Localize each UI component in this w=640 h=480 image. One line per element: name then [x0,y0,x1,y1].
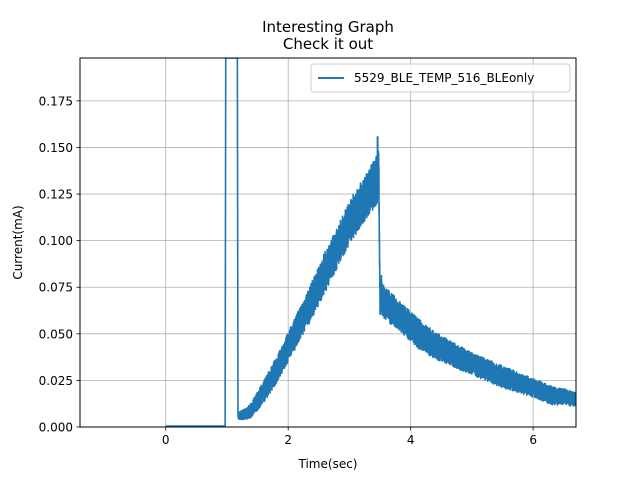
legend-label: 5529_BLE_TEMP_516_BLEonly [354,71,534,85]
x-tick-label: 0 [162,433,170,447]
grid [80,58,576,428]
chart-subtitle: Check it out [283,35,373,53]
y-tick-label: 0.025 [39,374,73,388]
x-axis-label: Time(sec) [298,457,358,471]
y-tick-label: 0.125 [39,188,73,202]
y-axis-label: Current(mA) [11,205,25,279]
legend-box [310,63,571,93]
chart-title: Interesting Graph [262,18,394,36]
series-line-5529-ble-temp [165,58,576,427]
x-tick-label: 6 [529,433,537,447]
x-tick-label: 2 [284,433,292,447]
axes-frame [79,57,577,428]
y-tick-label: 0.100 [39,234,73,248]
legend: 5529_BLE_TEMP_516_BLEonly [310,63,571,93]
y-tick-label: 0.000 [39,421,73,435]
y-tick-label: 0.150 [39,141,73,155]
y-tick-label: 0.050 [39,327,73,341]
ticks: 0 2 4 6 0.000 0.025 0.050 0.075 0.100 0.125 0.150 0… [39,94,537,447]
x-tick-label: 4 [407,433,415,447]
y-tick-label: 0.175 [39,94,73,108]
plot-area [165,58,576,427]
y-tick-label: 0.075 [39,281,73,295]
